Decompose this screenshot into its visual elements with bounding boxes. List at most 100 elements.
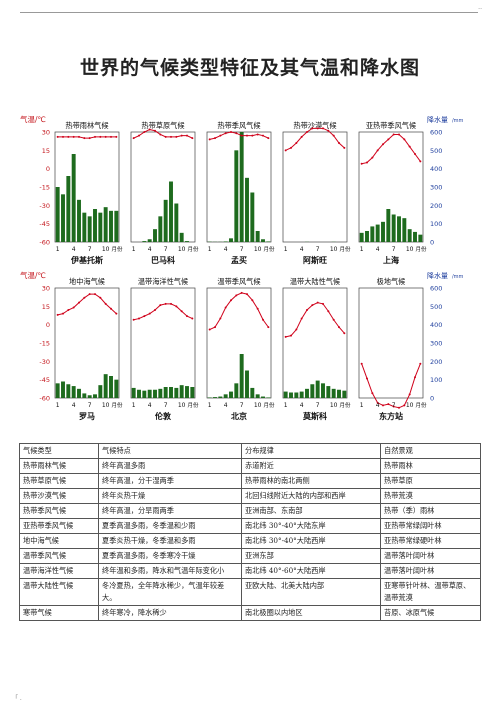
chart-title: 热带季风气候 xyxy=(217,121,260,130)
month-tick-label: 4 xyxy=(300,402,304,409)
plot-frame xyxy=(206,131,272,243)
chart-location: 莫斯科 xyxy=(302,411,327,421)
temp-point xyxy=(284,335,287,338)
month-tick-label: 10 xyxy=(254,246,262,253)
month-tick-label: 7 xyxy=(164,246,168,253)
month-tick-label: 1 xyxy=(132,246,136,253)
table-cell: 热带沙漠气候 xyxy=(19,488,99,504)
precip-bar xyxy=(163,199,168,242)
temp-point xyxy=(164,135,167,138)
precip-tick-label: 300 xyxy=(430,340,442,348)
precip-bar xyxy=(239,132,244,242)
table-cell: 热带雨林 xyxy=(380,458,481,474)
precip-bar xyxy=(266,397,271,398)
temp-point xyxy=(343,146,346,149)
precip-bar xyxy=(239,354,244,398)
table-row: 亚热带季风气候 夏季高温多雨，冬季温和少雨 南北纬 30°-40°大陆东岸 亚热带常绿… xyxy=(19,518,481,534)
month-tick-label: 4 xyxy=(224,402,228,409)
precip-bar xyxy=(185,241,189,242)
chart-title: 极地气候 xyxy=(377,277,406,286)
precip-bar xyxy=(114,379,119,398)
temp-point xyxy=(154,309,156,311)
temp-point xyxy=(414,376,416,379)
temp-point xyxy=(94,293,96,296)
table-cell: 温带季风气候 xyxy=(19,548,99,564)
table-cell: 亚欧大陆、北美大陆内部 xyxy=(241,578,381,606)
precip-bar xyxy=(147,239,152,242)
temp-point xyxy=(376,149,379,152)
table-cell: 热带（季）雨林 xyxy=(380,503,481,519)
chart-location: 阿斯旺 xyxy=(303,255,327,265)
precip-bar xyxy=(66,384,71,398)
temp-point xyxy=(214,137,216,140)
temp-point xyxy=(208,138,211,141)
precip-bar xyxy=(294,392,299,398)
temp-point xyxy=(376,401,379,404)
chart-location: 北京 xyxy=(231,411,247,421)
temp-point xyxy=(170,135,172,138)
month-tick-label: 7 xyxy=(88,402,92,409)
temp-point xyxy=(219,317,222,320)
temp-point xyxy=(104,135,107,138)
temp-point xyxy=(290,334,292,337)
month-tick-label: 10 xyxy=(102,246,110,253)
table-cell: 热带草原气候 xyxy=(19,473,99,489)
precip-tick-label: 100 xyxy=(430,220,442,228)
temp-point xyxy=(419,362,422,365)
month-tick-label: 1 xyxy=(56,402,60,409)
chart-title: 温带季风气候 xyxy=(217,277,260,286)
month-unit-label: 月份 xyxy=(339,245,351,253)
temp-point xyxy=(338,142,340,144)
month-tick-label: 10 xyxy=(406,246,414,253)
precip-bar xyxy=(255,231,260,242)
temp-tick-label: -30 xyxy=(39,202,50,210)
temp-point xyxy=(180,134,183,137)
table-cell: 寒带气候 xyxy=(19,605,99,621)
temp-point xyxy=(366,161,368,164)
precip-bar xyxy=(137,389,141,398)
temp-line xyxy=(57,136,117,139)
month-unit-label: 月份 xyxy=(339,401,351,409)
month-tick-label: 10 xyxy=(330,246,338,253)
precip-bar xyxy=(103,207,108,242)
temp-tick-label: 30 xyxy=(42,285,50,293)
table-cell: 南北纬 30°-40°大陆西岸 xyxy=(241,533,381,549)
precip-bar xyxy=(169,387,173,398)
table-row: 温带海洋性气候 终年温和多雨，降水和气温年际变化小 南北纬 40°-60°大陆西岸温… xyxy=(19,563,481,579)
table-cell: 苔原、冰原气候 xyxy=(380,605,481,621)
precip-bar xyxy=(418,234,423,242)
month-unit-label: 月份 xyxy=(187,401,199,409)
temp-point xyxy=(414,153,416,155)
temp-tick-label: -30 xyxy=(39,358,50,366)
temp-line xyxy=(209,131,269,140)
temp-tick-label: 0 xyxy=(46,165,50,173)
climate-table: 气候类型 气候特点 分布规律 自然景观 热带雨林气候 终年高温多雨 赤道附近 热带雨林… xyxy=(19,443,481,621)
precip-bar xyxy=(61,194,65,242)
table-cell: 亚热带常绿硬叶林 xyxy=(380,533,481,549)
temp-point xyxy=(311,127,314,130)
temp-point xyxy=(159,133,162,136)
month-tick-label: 7 xyxy=(392,402,396,409)
temp-line xyxy=(361,363,421,409)
table-header-row: 气候类型 气候特点 分布规律 自然景观 xyxy=(19,443,481,459)
temp-point xyxy=(403,404,406,407)
month-tick-label: 4 xyxy=(300,246,304,253)
temp-point xyxy=(170,302,172,305)
temp-point xyxy=(78,135,80,138)
temp-point xyxy=(343,332,346,335)
table-cell: 南北极圈以内地区 xyxy=(241,605,381,621)
precip-bar xyxy=(370,226,375,242)
precip-bar xyxy=(234,150,239,242)
temp-point xyxy=(300,317,303,320)
precip-bar xyxy=(147,389,152,398)
precip-bar xyxy=(397,216,401,242)
month-unit-label: 月份 xyxy=(111,401,123,409)
table-cell: 亚寒带针叶林、温带草原、温带荒漠 xyxy=(380,578,481,606)
temp-point xyxy=(88,293,91,296)
table-cell: 热带季风气候 xyxy=(19,503,99,519)
table-cell: 温带落叶阔叶林 xyxy=(380,563,481,579)
temp-point xyxy=(191,317,194,320)
temp-point xyxy=(332,318,335,321)
precip-bar xyxy=(245,370,249,398)
temp-point xyxy=(62,312,64,315)
